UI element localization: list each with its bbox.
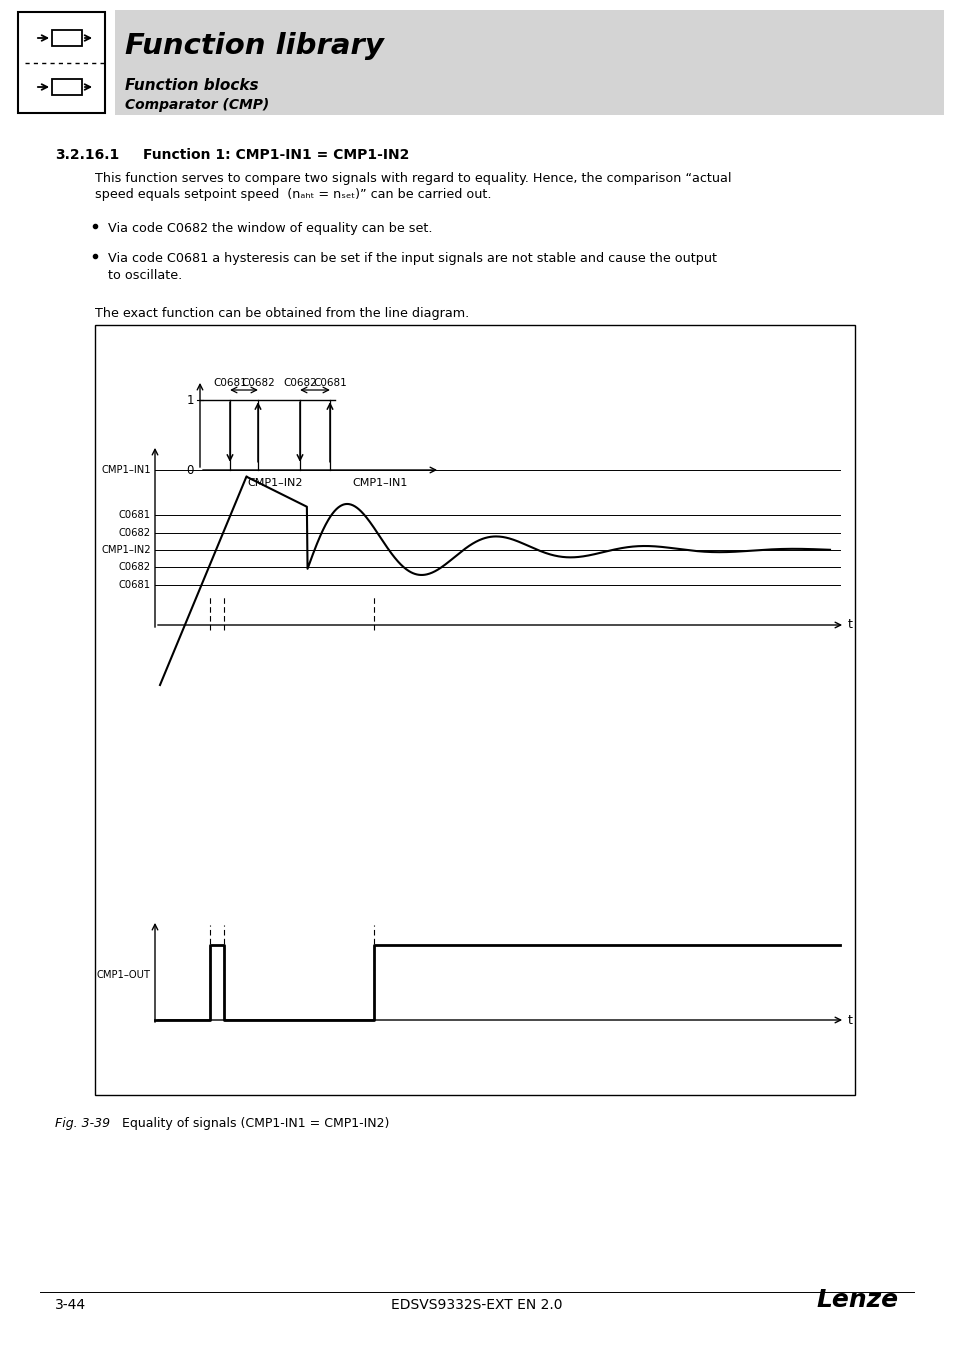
Bar <box>95 325 854 1095</box>
Bar <box>52 80 82 94</box>
Text: to oscillate.: to oscillate. <box>108 269 182 282</box>
Text: EDSVS9332S-EXT EN 2.0: EDSVS9332S-EXT EN 2.0 <box>391 1297 562 1312</box>
Text: Lenze: Lenze <box>816 1288 898 1312</box>
Text: 3-44: 3-44 <box>55 1297 86 1312</box>
Text: CMP1–IN1: CMP1–IN1 <box>101 464 151 475</box>
Text: C0682: C0682 <box>119 562 151 572</box>
Text: C0682: C0682 <box>241 378 274 387</box>
Text: CMP1–IN1: CMP1–IN1 <box>352 478 407 487</box>
Text: speed equals setpoint speed  (nₐₕₜ = nₛₑₜ)” can be carried out.: speed equals setpoint speed (nₐₕₜ = nₛₑₜ… <box>95 188 491 201</box>
Bar <box>115 9 943 115</box>
Text: t: t <box>847 1014 852 1026</box>
Text: Via code C0681 a hysteresis can be set if the input signals are not stable and c: Via code C0681 a hysteresis can be set i… <box>108 252 717 265</box>
Text: C0682: C0682 <box>119 528 151 539</box>
Bar <box>18 12 105 113</box>
Text: Equality of signals (CMP1-IN1 = CMP1-IN2): Equality of signals (CMP1-IN1 = CMP1-IN2… <box>122 1116 389 1130</box>
Text: Function blocks: Function blocks <box>125 78 258 93</box>
Text: Comparator (CMP): Comparator (CMP) <box>125 99 269 112</box>
Text: CMP1–OUT: CMP1–OUT <box>97 971 151 980</box>
Text: 3.2.16.1: 3.2.16.1 <box>55 148 119 162</box>
Text: Fig. 3-39: Fig. 3-39 <box>55 1116 110 1130</box>
Text: t: t <box>847 618 852 632</box>
Text: This function serves to compare two signals with regard to equality. Hence, the : This function serves to compare two sign… <box>95 171 731 185</box>
Text: Function library: Function library <box>125 32 383 59</box>
Text: Via code C0682 the window of equality can be set.: Via code C0682 the window of equality ca… <box>108 221 432 235</box>
Text: 1: 1 <box>186 393 193 406</box>
Text: The exact function can be obtained from the line diagram.: The exact function can be obtained from … <box>95 306 469 320</box>
Text: C0682: C0682 <box>283 378 316 387</box>
Text: CMP1–IN2: CMP1–IN2 <box>247 478 302 487</box>
Text: Function 1: CMP1-IN1 = CMP1-IN2: Function 1: CMP1-IN1 = CMP1-IN2 <box>143 148 409 162</box>
Bar <box>52 30 82 46</box>
Text: C0681: C0681 <box>313 378 347 387</box>
Text: C0681: C0681 <box>213 378 247 387</box>
Text: CMP1–IN2: CMP1–IN2 <box>101 545 151 555</box>
Text: C0681: C0681 <box>119 580 151 590</box>
Text: 0: 0 <box>187 463 193 477</box>
Text: C0681: C0681 <box>119 510 151 520</box>
